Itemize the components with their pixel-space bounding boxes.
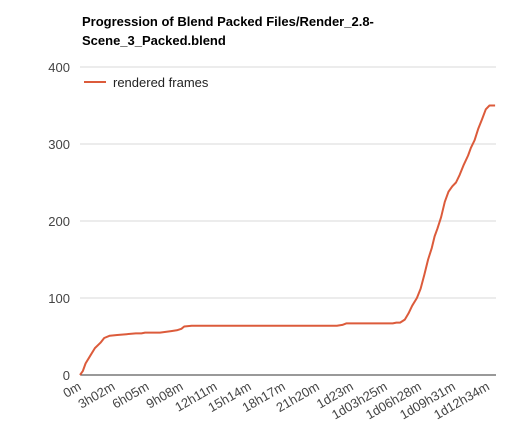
x-tick-label: 6h05m (110, 379, 152, 412)
y-tick-label: 300 (48, 137, 70, 152)
chart-title-line-2: Scene_3_Packed.blend (82, 33, 226, 48)
legend: rendered frames (84, 75, 209, 90)
x-axis-ticks: 0m3h02m6h05m9h08m12h11m15h14m18h17m21h20… (60, 379, 492, 423)
legend-label: rendered frames (113, 75, 209, 90)
series-line-rendered-frames (79, 104, 496, 376)
y-tick-label: 400 (48, 60, 70, 75)
chart-title-line-1: Progression of Blend Packed Files/Render… (82, 14, 374, 29)
x-tick-label: 3h02m (75, 379, 117, 412)
y-tick-label: 200 (48, 214, 70, 229)
y-tick-label: 0 (63, 368, 70, 383)
series-group (79, 104, 496, 376)
y-axis-ticks: 0 100 200 300 400 (48, 60, 70, 383)
grid (80, 66, 496, 376)
chart-title: Progression of Blend Packed Files/Render… (82, 14, 374, 48)
y-tick-label: 100 (48, 291, 70, 306)
